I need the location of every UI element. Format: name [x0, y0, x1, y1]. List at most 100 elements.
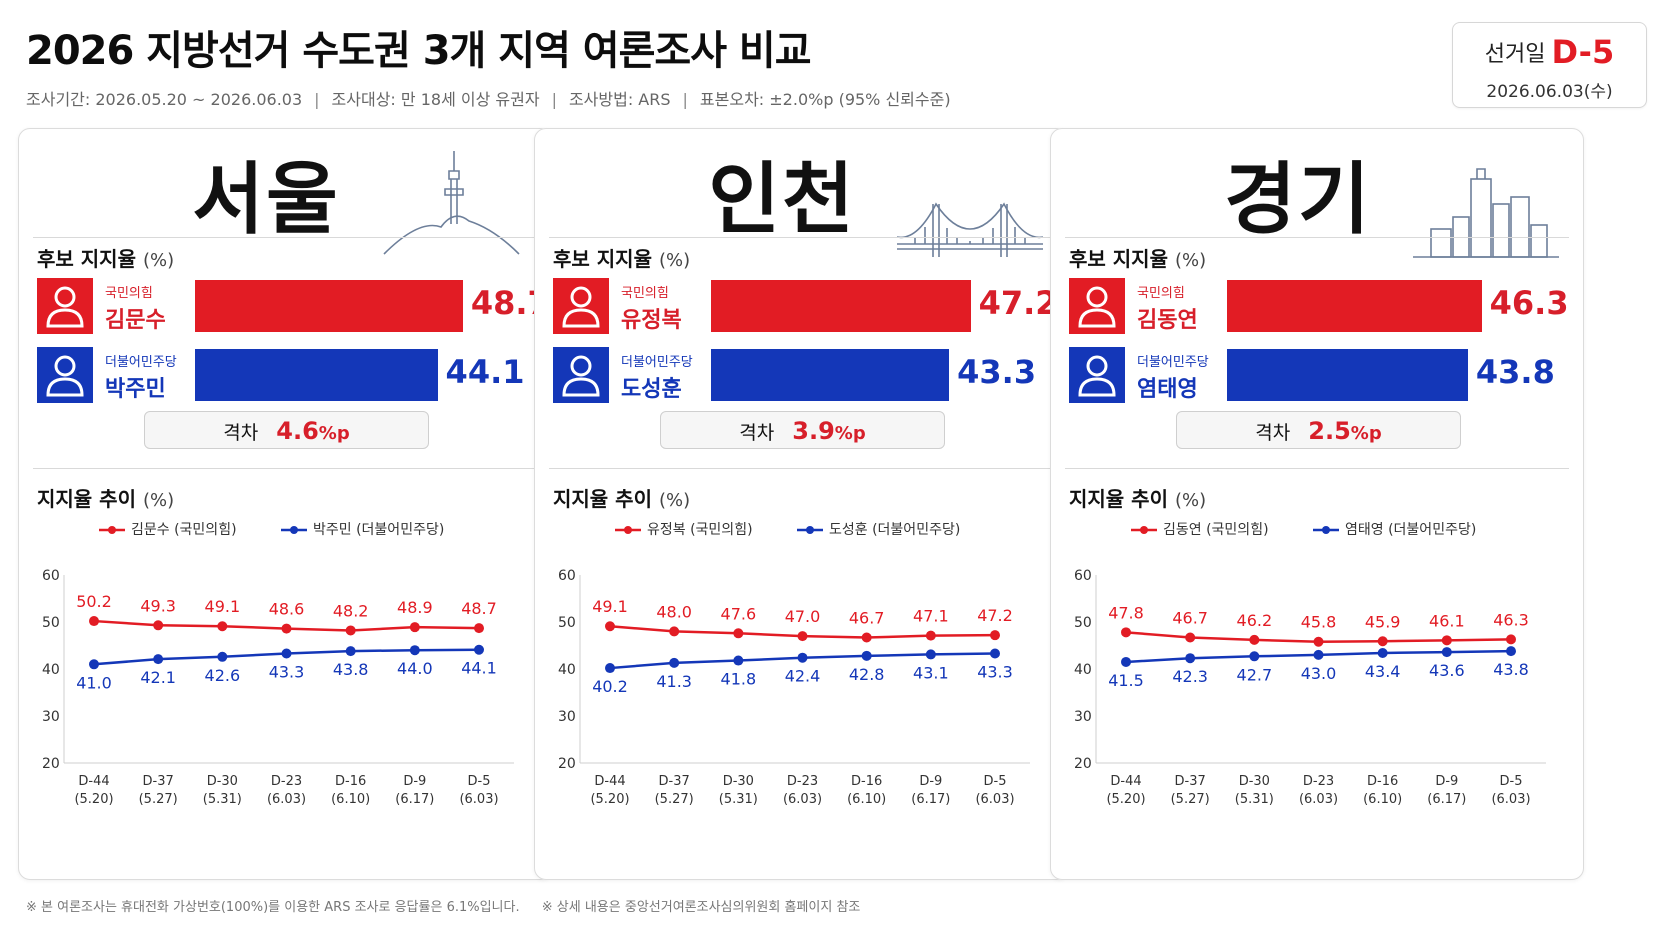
footer-note: ※ 상세 내용은 중앙선거여론조사심의위원회 홈페이지 참조	[541, 900, 861, 915]
data-point	[474, 644, 484, 655]
y-tick-label: 60	[1074, 568, 1092, 584]
x-tick-label: D-37	[1175, 774, 1206, 789]
data-point	[1377, 636, 1388, 647]
data-point	[1313, 636, 1324, 647]
legend-red-swatch	[615, 526, 641, 534]
support-section-title: 후보 지지율 (%)	[1069, 243, 1206, 272]
x-tick-label: D-23	[1303, 774, 1334, 789]
data-point	[217, 621, 228, 632]
data-point	[1121, 656, 1131, 667]
building-tall	[1470, 178, 1492, 258]
legend-label: 김문수 (국민의힘)	[131, 522, 237, 538]
gap-box: 격차 2.5%p	[1176, 411, 1461, 449]
candidate-party: 국민의힘	[105, 286, 153, 301]
data-point	[861, 650, 872, 661]
person-icon	[553, 278, 609, 334]
x-tick-sublabel: (5.31)	[1235, 792, 1274, 807]
data-label: 43.0	[1301, 664, 1337, 683]
candidate-row: 국민의힘 김문수 48.7	[37, 278, 550, 334]
support-bar	[195, 349, 438, 401]
candidate-name: 박주민	[105, 377, 166, 402]
data-label: 43.4	[1365, 662, 1401, 681]
data-point	[89, 616, 99, 627]
avatar-head	[54, 286, 76, 308]
data-label: 49.1	[205, 597, 241, 616]
data-point	[153, 620, 164, 631]
person-icon	[553, 347, 609, 403]
data-label: 43.1	[913, 663, 949, 682]
survey-method: 조사방법: ARS	[568, 90, 671, 109]
data-point	[797, 631, 808, 642]
bridge-icon	[896, 202, 1044, 257]
data-label: 41.5	[1108, 671, 1144, 690]
namsan-tower-icon	[383, 151, 520, 255]
x-tick-label: D-30	[1239, 774, 1270, 789]
x-tick-sublabel: (6.03)	[267, 792, 306, 807]
avatar-body	[1078, 377, 1116, 397]
legend-item-red: 김동연 (국민의힘)	[1131, 519, 1269, 539]
legend-label: 유정복 (국민의힘)	[647, 522, 753, 538]
data-label: 48.2	[333, 601, 369, 620]
avatar-head	[570, 286, 592, 308]
gap-label: 격차	[1255, 422, 1291, 444]
gap-value: 4.6	[276, 417, 319, 445]
building	[1492, 203, 1510, 258]
data-point	[409, 645, 420, 656]
x-tick-label: D-44	[1110, 774, 1141, 789]
candidate-row: 더불어민주당 염태영 43.8	[1069, 347, 1569, 403]
avatar-head	[1086, 355, 1108, 377]
person-icon	[1069, 347, 1125, 403]
x-tick-label: D-37	[659, 774, 690, 789]
legend-item-blue: 염태영 (더불어민주당)	[1313, 519, 1476, 539]
y-tick-label: 30	[1074, 709, 1092, 725]
support-value: 44.1	[445, 353, 525, 391]
trend-unit: (%)	[1174, 490, 1207, 511]
data-point	[1249, 634, 1260, 645]
candidate-name: 유정복	[621, 308, 682, 333]
bridge-pylons	[932, 204, 1008, 257]
trend-line-chart: 20 30 40 50 60 D-44 (5.20) D-37 (5.27) D-30 (5.31)…	[42, 568, 514, 807]
data-label: 44.0	[397, 659, 433, 678]
chart-legend: 김동연 (국민의힘) 염태영 (더불어민주당)	[1131, 519, 1516, 539]
support-title: 후보 지지율	[1069, 247, 1168, 271]
y-tick-label: 50	[1074, 615, 1092, 631]
data-point	[1441, 635, 1452, 646]
data-point	[89, 659, 99, 670]
support-bar	[711, 349, 950, 401]
data-label: 50.2	[76, 592, 112, 611]
divider	[33, 237, 537, 238]
avatar-body	[1078, 308, 1116, 328]
x-tick-sublabel: (5.31)	[203, 792, 242, 807]
x-tick-sublabel: (5.27)	[1171, 792, 1210, 807]
avatar-body	[562, 377, 600, 397]
data-label: 41.8	[721, 670, 757, 689]
x-tick-sublabel: (6.10)	[847, 792, 886, 807]
meta-separator: |	[314, 90, 320, 109]
data-label: 48.9	[397, 598, 433, 617]
data-label: 46.7	[849, 609, 885, 628]
person-icon	[37, 278, 93, 334]
data-label: 46.1	[1429, 611, 1465, 630]
region-name: 인천	[708, 155, 856, 245]
x-tick-sublabel: (6.03)	[975, 792, 1014, 807]
data-label: 46.3	[1493, 610, 1529, 629]
data-point	[345, 625, 356, 636]
footer-notes: ※ 본 여론조사는 휴대전화 가상번호(100%)를 이용한 ARS 조사로 응…	[26, 896, 878, 915]
candidate-party: 더불어민주당	[105, 355, 177, 370]
trend-title: 지지율 추이	[37, 487, 136, 511]
divider	[549, 468, 1053, 469]
data-point	[1185, 632, 1196, 643]
trend-line-chart: 20 30 40 50 60 D-44 (5.20) D-37 (5.27) D-30 (5.31)…	[1074, 568, 1546, 807]
data-point	[861, 632, 872, 643]
x-tick-sublabel: (6.03)	[783, 792, 822, 807]
support-value: 46.3	[1489, 284, 1569, 322]
y-tick-label: 50	[558, 615, 576, 631]
x-tick-label: D-5	[984, 774, 1007, 789]
y-tick-label: 40	[1074, 662, 1092, 678]
data-point	[990, 648, 1000, 659]
x-tick-sublabel: (5.20)	[590, 792, 629, 807]
chart-legend: 유정복 (국민의힘) 도성훈 (더불어민주당)	[615, 519, 1000, 539]
support-section-title: 후보 지지율 (%)	[37, 243, 174, 272]
data-label: 42.6	[205, 666, 241, 685]
support-unit: (%)	[142, 250, 175, 271]
